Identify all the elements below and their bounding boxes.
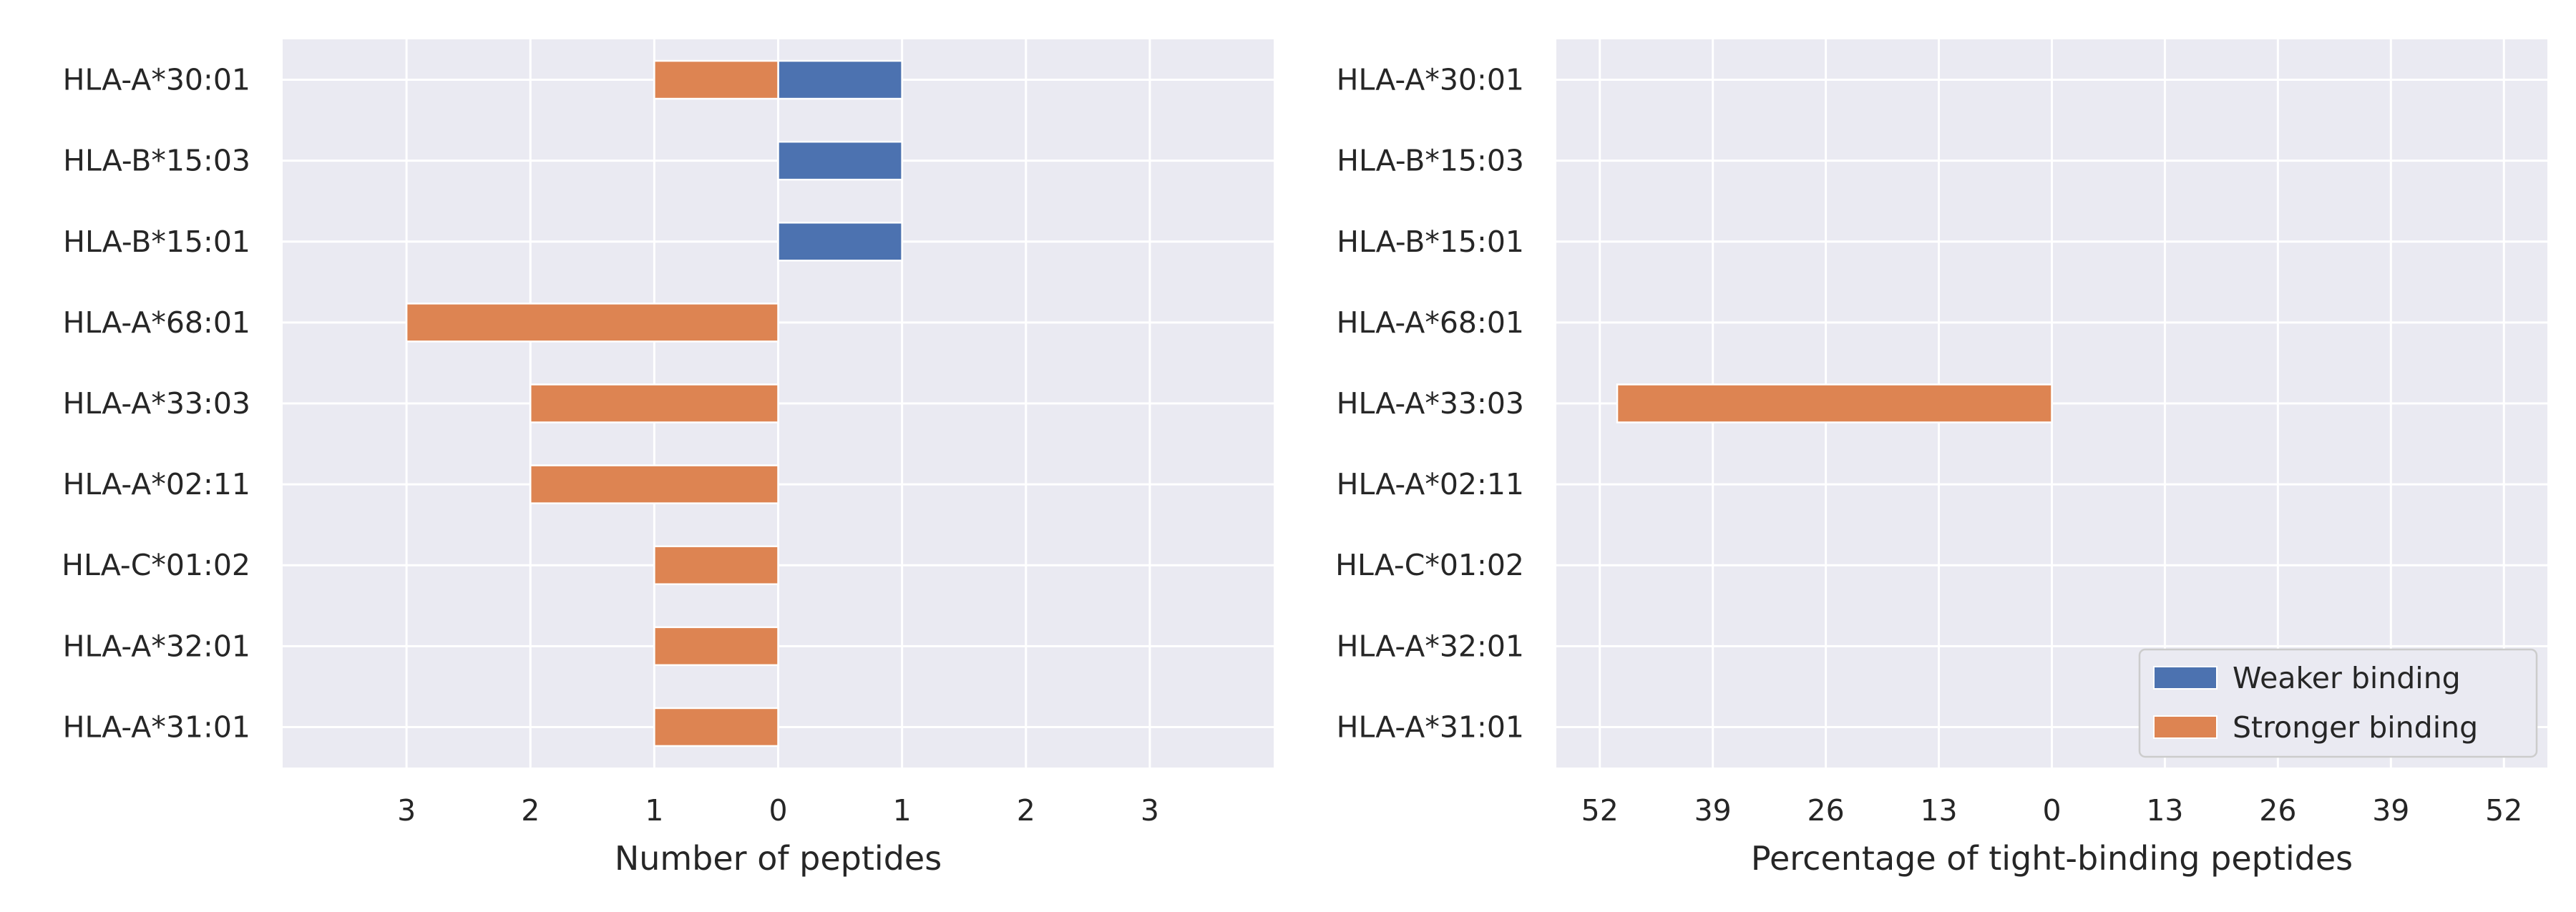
y-tick-label: HLA-A*68:01 (63, 305, 250, 340)
y-tick-label: HLA-A*32:01 (1337, 629, 1524, 663)
bar-stronger (530, 464, 779, 504)
legend-swatch (2153, 666, 2218, 690)
bar-stronger (653, 59, 779, 100)
y-tick-label: HLA-C*01:02 (62, 548, 250, 582)
y-tick-label: HLA-C*01:02 (1335, 548, 1524, 582)
x-tick-label: 2 (521, 793, 540, 828)
x-tick-label: 52 (2485, 793, 2522, 828)
y-tick-label: HLA-A*02:11 (63, 467, 250, 501)
x-tick-label: 13 (2146, 793, 2183, 828)
x-tick-label: 52 (1581, 793, 1619, 828)
x-tick-label: 13 (1920, 793, 1957, 828)
x-tick-label: 2 (1017, 793, 1035, 828)
bar-weaker (777, 222, 903, 262)
x-tick-label: 0 (2042, 793, 2061, 828)
y-tick-label: HLA-A*30:01 (1337, 63, 1524, 97)
x-tick-label: 39 (2372, 793, 2409, 828)
y-tick-label: HLA-A*02:11 (1337, 467, 1524, 501)
x-tick-label: 26 (2259, 793, 2296, 828)
x-tick-label: 1 (893, 793, 912, 828)
bar-weaker (777, 140, 903, 181)
y-tick-label: HLA-A*30:01 (63, 63, 250, 97)
x-axis-label: Percentage of tight-binding peptides (1751, 839, 2353, 878)
x-tick-label: 1 (645, 793, 663, 828)
legend-label: Stronger binding (2233, 710, 2478, 745)
legend-box (2138, 648, 2538, 758)
chart-2: HLA-A*30:01 HLA-B*15:03 HLA-B*15:01 HLA-A*6… (1335, 39, 2547, 878)
y-tick-label: HLA-A*32:01 (63, 629, 250, 663)
y-tick-label: HLA-B*15:03 (63, 144, 250, 178)
x-tick-label: 3 (1141, 793, 1159, 828)
bar-stronger (530, 383, 779, 423)
x-tick-label: 39 (1694, 793, 1732, 828)
legend: Weaker binding Stronger binding (2138, 648, 2538, 758)
x-axis-label: Number of peptides (615, 839, 942, 878)
legend-swatch (2153, 715, 2218, 739)
bar-stronger (653, 707, 779, 747)
y-tick-label: HLA-A*31:01 (63, 710, 250, 744)
bar-stronger (1616, 383, 2053, 423)
y-tick-label: HLA-B*15:01 (63, 225, 250, 259)
chart-1: HLA-A*30:01 HLA-B*15:03 HLA-B*15:01 HLA-A*6… (62, 39, 1274, 878)
x-tick-label: 0 (769, 793, 787, 828)
y-tick-label: HLA-B*15:03 (1337, 144, 1524, 178)
y-tick-label: HLA-A*33:03 (1337, 386, 1524, 421)
y-tick-label: HLA-A*33:03 (63, 386, 250, 421)
y-tick-label: HLA-A*68:01 (1337, 305, 1524, 340)
bar-stronger (653, 545, 779, 585)
x-tick-label: 3 (397, 793, 416, 828)
legend-label: Weaker binding (2233, 661, 2461, 695)
bar-stronger (653, 626, 779, 667)
y-tick-label: HLA-A*31:01 (1337, 710, 1524, 744)
y-tick-label: HLA-B*15:01 (1337, 225, 1524, 259)
bar-weaker (777, 59, 903, 100)
x-tick-label: 26 (1807, 793, 1845, 828)
bar-stronger (405, 303, 779, 343)
